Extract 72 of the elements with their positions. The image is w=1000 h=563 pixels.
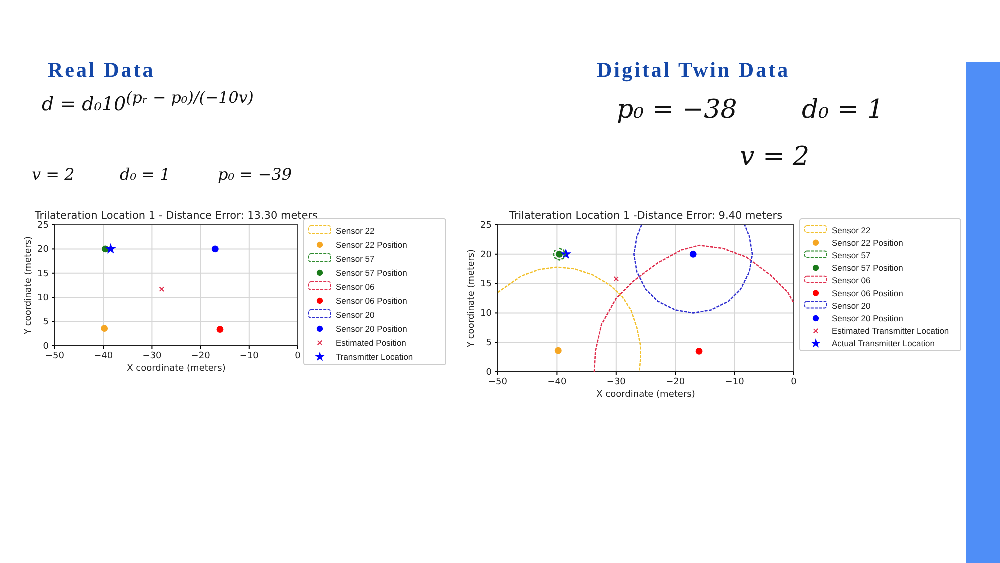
x-tick-label: −30 (606, 377, 626, 388)
x-tick-label: 0 (295, 351, 302, 362)
y-tick-label: 10 (38, 293, 50, 304)
y-axis-title: Y coordinate (meters) (24, 236, 34, 336)
legend-label: Sensor 22 (336, 226, 376, 236)
text: d = d₀10$^{(pᵣ − p₀)/(−10v)}$ (42, 88, 254, 116)
legend-label: Sensor 22 Position (832, 238, 904, 248)
point (105, 243, 116, 254)
x-tick-label: −40 (94, 351, 114, 362)
legend-label: Sensor 20 (336, 310, 376, 320)
y-tick-label: 25 (38, 220, 49, 231)
point (690, 250, 697, 258)
line-series (497, 266, 642, 373)
point (696, 348, 703, 355)
y-tick-label: 10 (480, 309, 492, 320)
legend-label: Sensor 22 (832, 225, 872, 236)
y-tick-label: 0 (43, 342, 50, 352)
text: Digital Twin Data (597, 58, 790, 83)
x-tick-label: −20 (666, 377, 686, 388)
y-tick-label: 0 (486, 368, 492, 378)
text: v = 2 (32, 165, 75, 184)
point (556, 250, 564, 258)
point (554, 347, 562, 354)
legend-label: Sensor 06 Position (832, 288, 904, 298)
point (216, 326, 224, 334)
legend-label: Estimated Position (336, 338, 407, 348)
x-tick-label: −40 (548, 377, 567, 388)
line-series (634, 224, 754, 314)
legend-label: Sensor 20 Position (832, 314, 904, 324)
y-tick-label: 25 (480, 220, 492, 231)
x-tick-label: −50 (46, 351, 65, 362)
text: v = 2 (740, 142, 810, 172)
legend-label: Sensor 22 Position (336, 240, 408, 250)
y-tick-label: 15 (38, 269, 49, 280)
point (614, 276, 620, 282)
x-axis-title: X coordinate (meters) (127, 364, 226, 374)
x-tick-label: −10 (725, 377, 745, 388)
legend-label: Transmitter Location (336, 352, 414, 362)
point (212, 246, 219, 253)
text: d₀ = 1 (802, 95, 884, 125)
legend-label: Sensor 06 (832, 276, 872, 286)
y-tick-label: 5 (486, 338, 492, 348)
legend-label: Actual Transmitter Location (832, 338, 936, 349)
x-tick-label: 0 (791, 377, 798, 388)
line-series (594, 244, 795, 373)
text: d₀ = 1 (120, 165, 170, 184)
legend-label: Sensor 06 Position (336, 296, 408, 306)
legend-label: Sensor 57 Position (832, 263, 904, 274)
text: p₀ = −38 (617, 95, 738, 125)
y-tick-label: 20 (480, 250, 492, 260)
text: Real Data (48, 58, 156, 83)
y-tick-label: 5 (43, 318, 49, 328)
x-tick-label: −20 (191, 351, 211, 362)
y-tick-label: 20 (38, 245, 50, 256)
chart-title: Trilateration Location 1 -Distance Error: 9.40 meters (508, 210, 783, 222)
x-tick-label: −10 (240, 351, 260, 362)
point (159, 286, 165, 292)
y-tick-label: 15 (480, 280, 492, 290)
chart-title: Trilateration Location 1 - Distance Error: 13.30 meters (34, 210, 318, 222)
x-tick-label: −30 (142, 351, 162, 362)
legend-label: Sensor 57 (336, 254, 376, 264)
point (101, 325, 108, 332)
legend-label: Sensor 20 (832, 300, 872, 311)
legend-label: Sensor 20 Position (336, 324, 408, 334)
y-axis-title: Y coordinate (meters) (467, 249, 477, 349)
legend-label: Estimated Transmitter Location (832, 326, 950, 336)
legend-label: Sensor 57 Position (336, 268, 408, 278)
text: p₀ = −39 (218, 165, 292, 184)
legend-label: Sensor 57 (832, 250, 872, 260)
x-axis-title: X coordinate (meters) (596, 390, 696, 400)
legend-label: Sensor 06 (336, 282, 376, 292)
x-tick-label: −50 (488, 377, 508, 388)
